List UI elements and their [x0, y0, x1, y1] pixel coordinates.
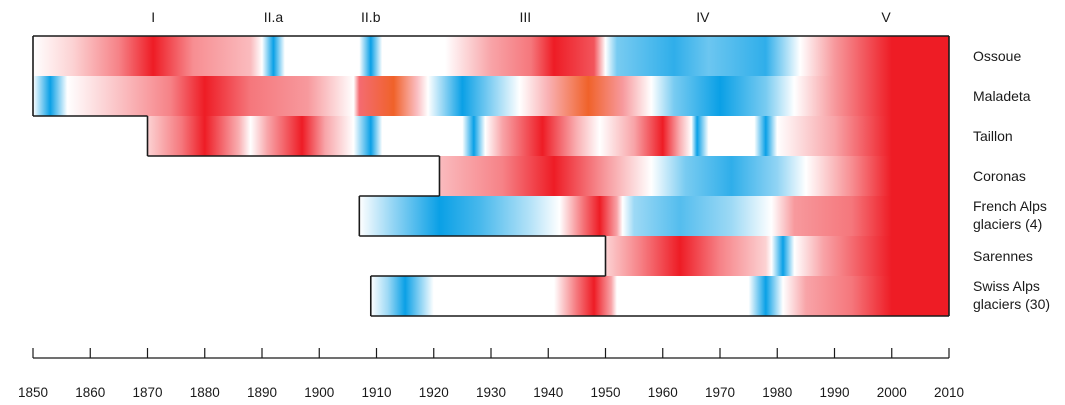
glacier-row-bar: [605, 236, 949, 276]
x-tick-label: 1950: [590, 385, 620, 400]
x-tick-label: 1870: [132, 385, 162, 400]
glacier-label: Taillon: [973, 128, 1013, 144]
glacier-label: Coronas: [973, 168, 1026, 184]
glacier-label: Maladeta: [973, 88, 1031, 104]
glacier-rows: [32, 35, 950, 317]
glacier-row-bar: [359, 196, 949, 236]
x-tick-label: 2000: [877, 385, 907, 400]
x-tick-label: 2010: [934, 385, 964, 400]
x-tick-label: 1980: [762, 385, 792, 400]
x-tick-label: 1990: [819, 385, 849, 400]
glacier-label: glaciers (30): [973, 296, 1050, 312]
glacier-labels: Ossoue Maladeta Taillon Coronas French Alps g…: [973, 48, 1050, 312]
period-label: V: [881, 9, 891, 25]
x-tick-label: 1910: [361, 385, 391, 400]
x-tick-label: 1920: [419, 385, 449, 400]
glacier-row-bar: [147, 116, 949, 156]
x-tick-label: 1960: [648, 385, 678, 400]
period-label: II.b: [361, 9, 381, 25]
period-labels: I II.a II.b III IV V: [151, 9, 891, 25]
x-tick-label: 1930: [476, 385, 506, 400]
x-tick-label: 1860: [75, 385, 105, 400]
x-tick-label: 1970: [705, 385, 735, 400]
glacier-label: French Alps: [973, 198, 1047, 214]
glacier-label: Swiss Alps: [973, 278, 1040, 294]
glacier-row-bar: [439, 156, 949, 196]
x-tick-label: 1880: [190, 385, 220, 400]
x-axis: 1850 1860 1870 1880 1890 1900 1910 1920 1930 1940…: [18, 348, 964, 400]
glacier-row-bar: [33, 36, 949, 76]
x-tick-label: 1900: [304, 385, 334, 400]
glacier-label: Ossoue: [973, 48, 1021, 64]
x-tick-label: 1890: [247, 385, 277, 400]
glacier-row-bar: [370, 276, 949, 316]
x-tick-label: 1940: [533, 385, 563, 400]
period-label: II.a: [264, 9, 284, 25]
period-label: IV: [696, 9, 710, 25]
period-label: I: [151, 9, 155, 25]
x-tick-label: 1850: [18, 385, 48, 400]
glacier-label: Sarennes: [973, 248, 1033, 264]
period-label: III: [520, 9, 532, 25]
glacier-row-bar: [33, 76, 949, 116]
glacier-label: glaciers (4): [973, 216, 1042, 232]
